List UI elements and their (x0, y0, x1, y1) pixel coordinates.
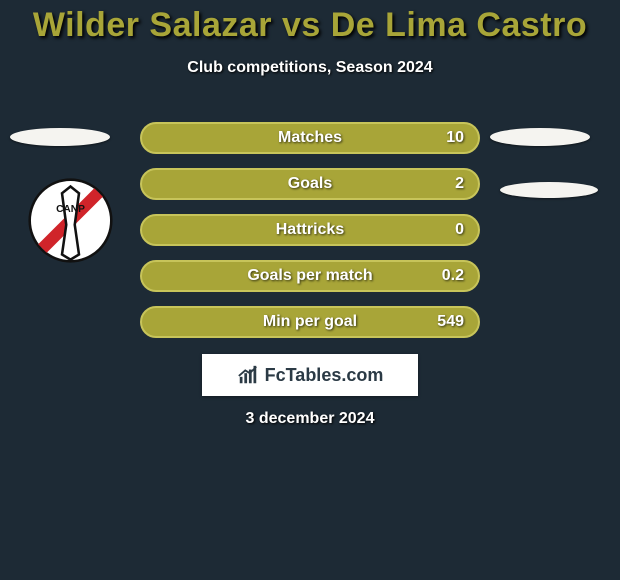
stat-value-right: 549 (437, 313, 464, 331)
stat-row-min-per-goal: Min per goal 549 (140, 306, 480, 338)
stat-value-right: 10 (446, 129, 464, 147)
date-line: 3 december 2024 (0, 410, 620, 428)
svg-text:CANP: CANP (56, 204, 85, 215)
page-subtitle: Club competitions, Season 2024 (0, 59, 620, 77)
stat-row-matches: Matches 10 (140, 122, 480, 154)
brand-text: FcTables.com (265, 365, 384, 386)
stat-label: Goals (288, 175, 332, 193)
stat-value-right: 0 (455, 221, 464, 239)
stat-label: Matches (278, 129, 342, 147)
stat-row-hattricks: Hattricks 0 (140, 214, 480, 246)
comparison-card: Wilder Salazar vs De Lima Castro Club co… (0, 0, 620, 580)
stat-label: Min per goal (263, 313, 357, 331)
stat-value-right: 0.2 (442, 267, 464, 285)
stat-row-goals-per-match: Goals per match 0.2 (140, 260, 480, 292)
club-badge-left: CANP (28, 178, 113, 263)
left-badge-placeholder-1 (10, 128, 110, 146)
bar-chart-icon (237, 364, 259, 386)
page-title: Wilder Salazar vs De Lima Castro (0, 0, 620, 45)
right-badge-placeholder-2 (500, 182, 598, 198)
right-badge-placeholder-1 (490, 128, 590, 146)
stat-label: Hattricks (276, 221, 344, 239)
stat-value-right: 2 (455, 175, 464, 193)
brand-badge: FcTables.com (202, 354, 418, 396)
stat-label: Goals per match (247, 267, 372, 285)
stat-row-goals: Goals 2 (140, 168, 480, 200)
